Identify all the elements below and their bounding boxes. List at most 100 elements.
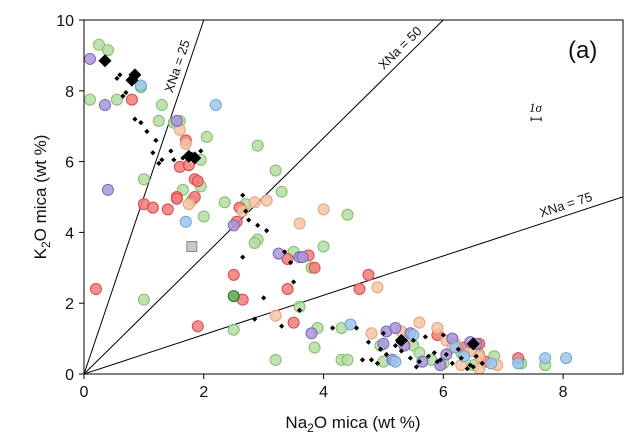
data-point xyxy=(156,160,162,166)
data-point xyxy=(398,348,405,354)
x-tick-label: 0 xyxy=(80,384,89,401)
data-point xyxy=(282,249,288,255)
data-point xyxy=(329,325,336,331)
data-point xyxy=(422,334,428,340)
data-point xyxy=(449,341,462,354)
reference-line-label: XNa = 50 xyxy=(375,23,424,72)
data-point xyxy=(293,217,306,230)
data-point xyxy=(317,203,330,216)
data-point xyxy=(191,175,204,188)
data-point xyxy=(431,321,444,334)
data-point xyxy=(260,194,273,207)
data-point xyxy=(308,261,321,274)
data-point xyxy=(200,130,213,143)
data-point xyxy=(144,128,150,135)
y-axis-ticks: 0 2 4 6 8 10 xyxy=(56,13,84,384)
data-point xyxy=(410,337,416,343)
data-point xyxy=(153,137,159,143)
series-black-diamond-small xyxy=(114,72,485,372)
data-point xyxy=(413,364,419,370)
data-point xyxy=(227,290,240,303)
data-point xyxy=(380,330,387,336)
data-point xyxy=(155,98,168,111)
data-point xyxy=(305,327,318,340)
x-tick-label: 4 xyxy=(319,384,328,401)
data-point xyxy=(458,355,464,361)
data-point xyxy=(383,351,390,358)
data-point xyxy=(161,203,174,216)
data-point xyxy=(197,210,210,223)
data-point xyxy=(269,164,282,177)
data-point xyxy=(170,192,183,205)
data-point xyxy=(479,360,485,366)
x-tick-label: 8 xyxy=(559,384,568,401)
data-point xyxy=(272,247,285,260)
series-gray-square xyxy=(186,241,198,253)
data-point xyxy=(288,259,294,266)
data-point xyxy=(389,321,402,334)
data-point xyxy=(275,185,288,198)
data-point xyxy=(413,316,426,329)
data-points xyxy=(84,38,573,374)
data-point xyxy=(227,268,240,281)
series-red-circle xyxy=(89,93,525,368)
data-point xyxy=(84,52,96,65)
data-point xyxy=(198,148,204,154)
x-tick-label: 2 xyxy=(199,384,208,401)
error-bar-label: 1σ xyxy=(529,100,543,115)
data-point xyxy=(389,355,402,368)
data-point xyxy=(137,173,150,186)
data-point xyxy=(117,72,123,78)
data-point xyxy=(101,44,114,57)
reference-line xyxy=(84,20,205,374)
data-point xyxy=(344,318,357,331)
y-tick-label: 10 xyxy=(56,13,74,30)
data-point xyxy=(84,93,96,106)
data-point xyxy=(150,150,156,156)
data-point xyxy=(431,350,437,356)
data-point xyxy=(317,240,330,253)
data-point xyxy=(416,359,422,365)
data-point xyxy=(120,93,126,99)
y-tick-label: 8 xyxy=(65,84,74,101)
data-point xyxy=(464,366,470,372)
data-point xyxy=(92,38,105,51)
reference-line xyxy=(84,196,623,374)
plot-frame xyxy=(83,19,624,375)
data-point xyxy=(182,198,195,211)
data-point xyxy=(359,357,366,363)
x-axis-title: Na2O mica (wt %) xyxy=(285,413,420,435)
series-darkgreen-circle xyxy=(227,290,240,303)
data-point xyxy=(297,307,303,313)
y-tick-label: 4 xyxy=(65,225,74,242)
data-point xyxy=(281,283,294,296)
data-point xyxy=(434,359,440,365)
data-point xyxy=(296,251,309,264)
data-point xyxy=(101,183,114,196)
data-point xyxy=(362,268,375,281)
data-point xyxy=(251,139,264,152)
data-point xyxy=(179,215,192,228)
data-point xyxy=(186,241,198,253)
data-point xyxy=(512,357,525,370)
data-point xyxy=(449,360,455,366)
data-point xyxy=(168,148,174,154)
data-point xyxy=(123,89,129,96)
data-point xyxy=(125,93,138,106)
data-point xyxy=(171,157,177,163)
data-point xyxy=(246,217,252,223)
data-point xyxy=(455,346,461,352)
data-point xyxy=(227,219,240,232)
data-point xyxy=(191,320,204,333)
data-point xyxy=(128,68,142,82)
data-point xyxy=(261,295,267,301)
data-point xyxy=(248,196,261,209)
data-point xyxy=(255,222,261,228)
x-tick-label: 6 xyxy=(439,384,448,401)
data-point xyxy=(392,343,399,349)
data-point xyxy=(252,316,258,322)
data-point xyxy=(458,350,471,363)
data-point xyxy=(470,364,476,370)
